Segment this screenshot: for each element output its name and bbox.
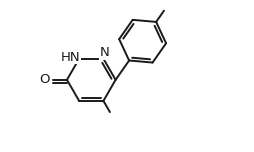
Text: HN: HN (60, 51, 80, 64)
Text: O: O (39, 73, 50, 86)
Text: N: N (100, 46, 109, 59)
